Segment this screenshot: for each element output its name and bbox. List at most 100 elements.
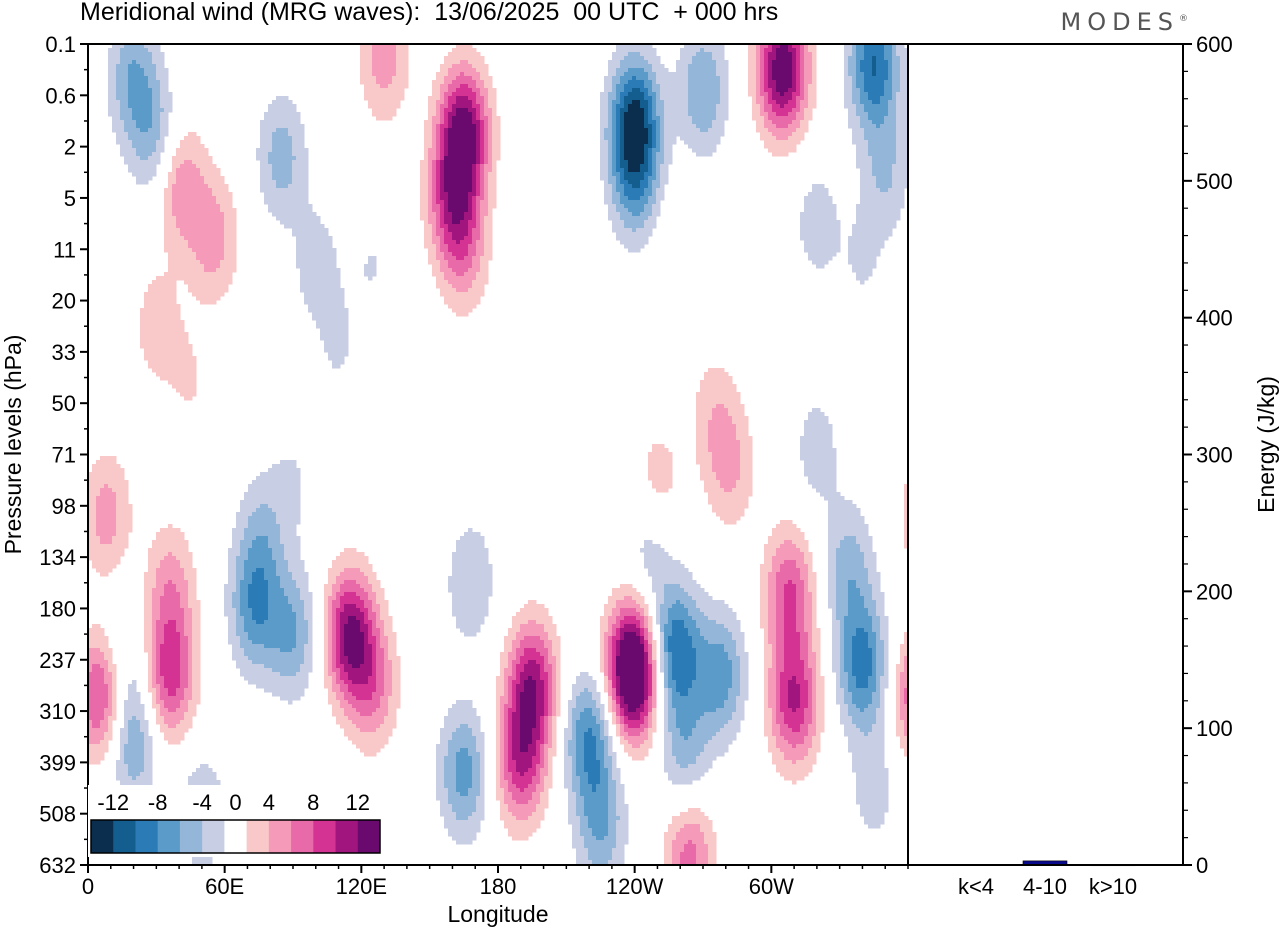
heatmap-cell xyxy=(648,76,653,81)
heatmap-cell xyxy=(468,52,473,57)
heatmap-cell xyxy=(376,108,381,113)
heatmap-cell xyxy=(604,76,609,81)
heatmap-cell xyxy=(440,68,445,73)
heatmap-cell xyxy=(172,224,177,229)
heatmap-cell xyxy=(452,244,457,249)
heatmap-cell xyxy=(452,268,457,273)
heatmap-cell xyxy=(296,132,301,137)
heatmap-cell xyxy=(136,60,141,65)
heatmap-cell xyxy=(276,108,281,113)
heatmap-cell xyxy=(436,104,441,109)
heatmap-cell xyxy=(632,72,637,77)
heatmap-cell xyxy=(172,200,177,205)
heatmap-cell xyxy=(316,252,321,257)
heatmap-cell xyxy=(752,100,757,105)
heatmap-cell xyxy=(448,224,453,229)
heatmap-cell xyxy=(180,176,185,181)
heatmap-cell xyxy=(460,60,465,65)
heatmap-cell xyxy=(476,172,481,177)
heatmap-cell xyxy=(808,96,813,101)
heatmap-cell xyxy=(476,52,481,57)
heatmap-cell xyxy=(136,136,141,141)
heatmap-cell xyxy=(860,148,865,153)
heatmap-cell xyxy=(448,96,453,101)
heatmap-cell xyxy=(780,92,785,97)
heatmap-cell xyxy=(672,96,677,101)
heatmap-cell xyxy=(752,92,757,97)
heatmap-cell xyxy=(724,96,729,101)
heatmap-cell xyxy=(884,204,889,209)
heatmap-cell xyxy=(452,64,457,69)
heatmap-cell xyxy=(160,140,165,145)
heatmap-cell xyxy=(200,268,205,273)
heatmap-cell xyxy=(696,80,701,85)
heatmap-cell xyxy=(484,116,489,121)
heatmap-cell xyxy=(272,212,277,217)
heatmap-cell xyxy=(696,52,701,57)
heatmap-cell xyxy=(120,152,125,157)
heatmap-cell xyxy=(112,52,117,57)
heatmap-cell xyxy=(376,100,381,105)
heatmap-cell xyxy=(424,164,429,169)
heatmap-cell xyxy=(296,264,301,269)
heatmap-cell xyxy=(128,160,133,165)
heatmap-cell xyxy=(844,84,849,89)
heatmap-cell xyxy=(848,60,853,65)
heatmap-cell xyxy=(904,56,908,61)
heatmap-cell xyxy=(856,132,861,137)
heatmap-cell xyxy=(184,176,189,181)
heatmap-cell xyxy=(640,144,645,149)
heatmap-cell xyxy=(624,44,629,49)
heatmap-cell xyxy=(788,104,793,109)
heatmap-cell xyxy=(460,140,465,145)
heatmap-cell xyxy=(792,136,797,141)
heatmap-cell xyxy=(448,228,453,233)
heatmap-cell xyxy=(464,248,469,253)
heatmap-cell xyxy=(476,108,481,113)
heatmap-cell xyxy=(480,124,485,129)
heatmap-cell xyxy=(716,68,721,73)
heatmap-cell xyxy=(436,240,441,245)
heatmap-cell xyxy=(460,192,465,197)
heatmap-cell xyxy=(712,120,717,125)
heatmap-cell xyxy=(900,116,905,121)
heatmap-cell xyxy=(176,164,181,169)
heatmap-cell xyxy=(424,224,429,229)
heatmap-cell xyxy=(304,248,309,253)
heatmap-cell xyxy=(464,176,469,181)
heatmap-cell xyxy=(316,220,321,225)
heatmap-cell xyxy=(896,200,901,205)
heatmap-cell xyxy=(196,264,201,269)
heatmap-cell xyxy=(672,136,677,141)
heatmap-cell xyxy=(148,164,153,169)
heatmap-cell xyxy=(188,148,193,153)
heatmap-cell xyxy=(676,88,681,93)
heatmap-cell xyxy=(212,236,217,241)
heatmap-cell xyxy=(360,48,365,53)
heatmap-cell xyxy=(464,52,469,57)
heatmap-cell xyxy=(624,76,629,81)
heatmap-cell xyxy=(168,264,173,269)
heatmap-cell xyxy=(232,252,237,257)
heatmap-cell xyxy=(900,132,905,137)
heatmap-cell xyxy=(860,112,865,117)
heatmap-cell xyxy=(612,220,617,225)
heatmap-cell xyxy=(660,196,665,201)
heatmap-cell xyxy=(204,200,209,205)
heatmap-cell xyxy=(464,132,469,137)
heatmap-cell xyxy=(468,208,473,213)
heatmap-cell xyxy=(648,116,653,121)
heatmap-cell xyxy=(152,132,157,137)
heatmap-cell xyxy=(288,120,293,125)
heatmap-cell xyxy=(760,96,765,101)
heatmap-cell xyxy=(904,68,908,73)
heatmap-cell xyxy=(792,96,797,101)
heatmap-cell xyxy=(180,196,185,201)
heatmap-cell xyxy=(372,100,377,105)
heatmap-cell xyxy=(708,132,713,137)
heatmap-cell xyxy=(316,244,321,249)
heatmap-cell xyxy=(152,144,157,149)
heatmap-cell xyxy=(856,80,861,85)
heatmap-cell xyxy=(780,64,785,69)
heatmap-cell xyxy=(432,248,437,253)
